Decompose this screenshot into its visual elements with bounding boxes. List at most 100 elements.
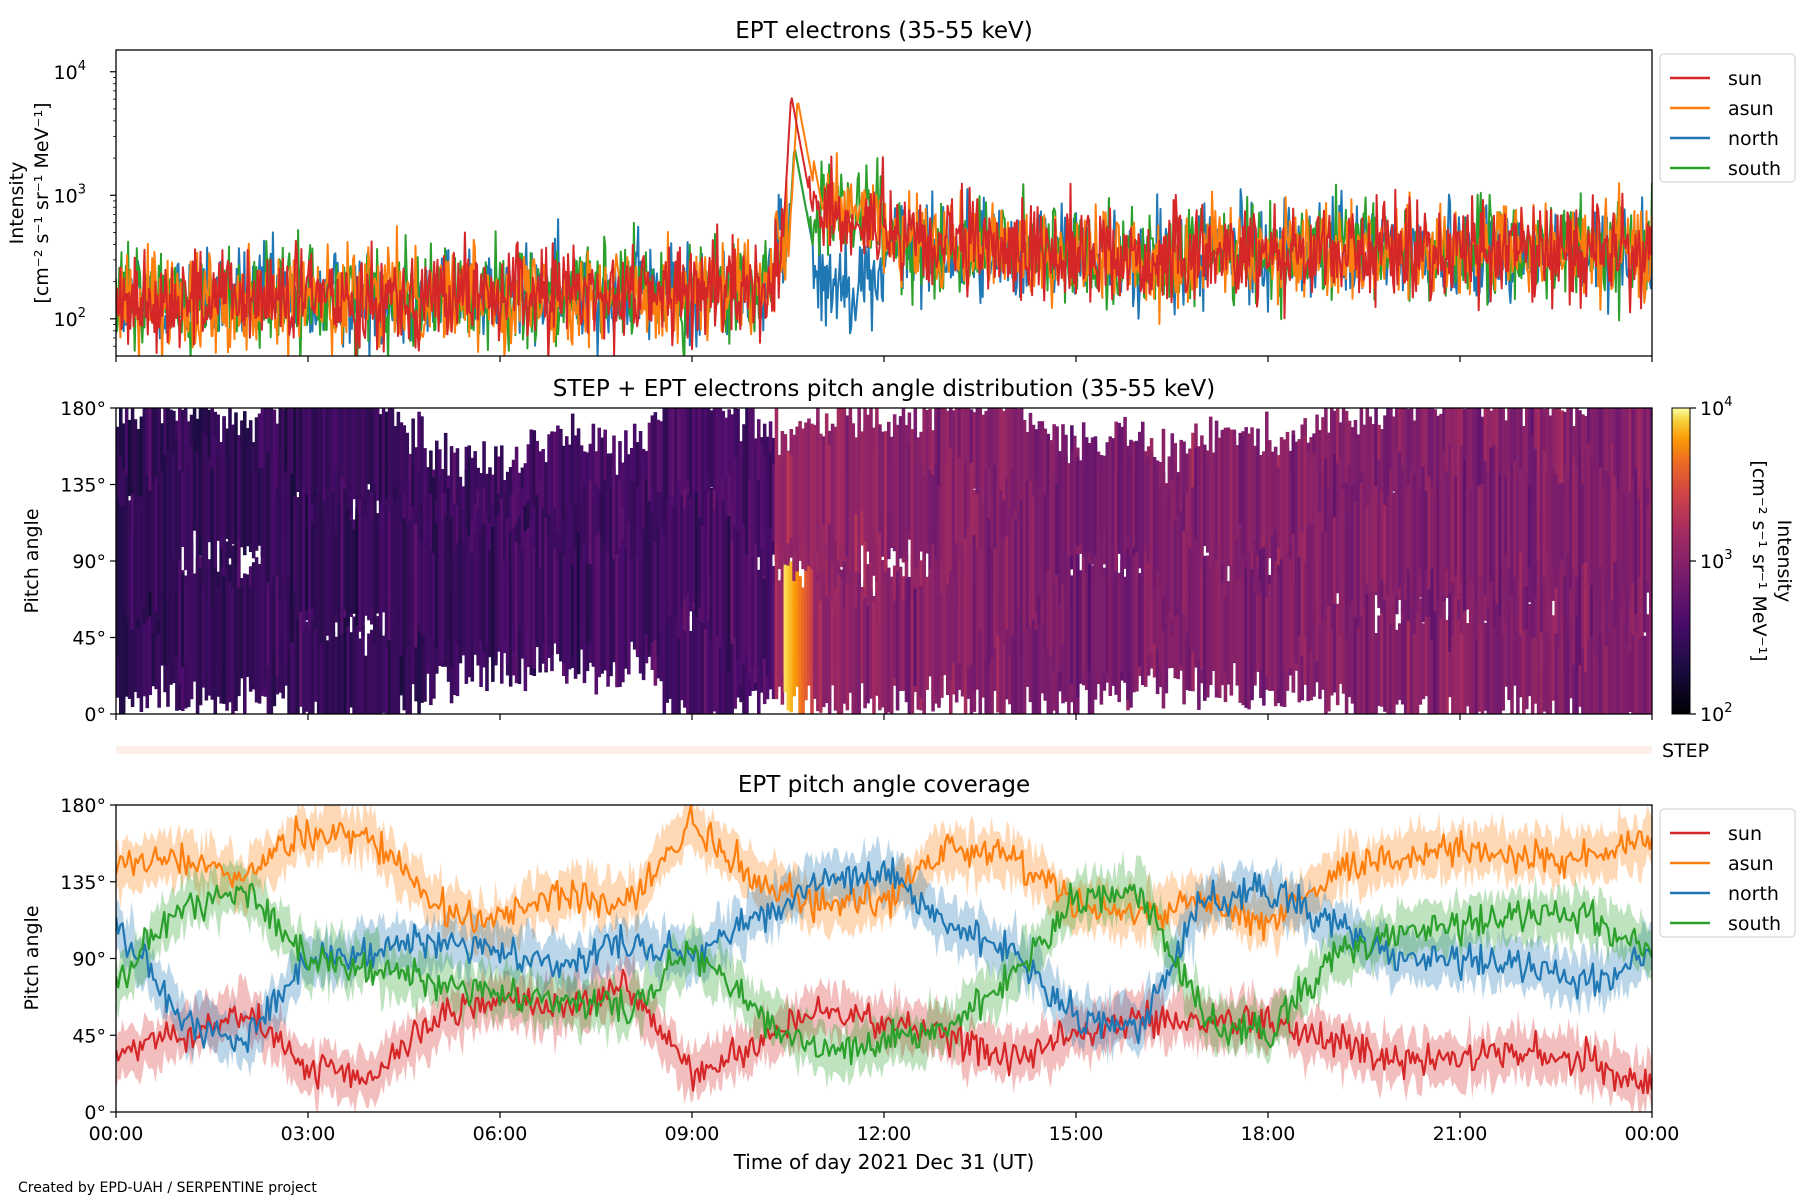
pad-cell: [1460, 445, 1464, 583]
pad-cell: [609, 565, 613, 677]
pad-cell: [535, 565, 539, 645]
pad-cell: [1037, 489, 1042, 595]
pad-cell: [612, 468, 616, 611]
pad-cell: [990, 408, 994, 563]
pad-cell: [966, 527, 971, 668]
pad-cell: [1634, 408, 1638, 530]
pad-cell: [186, 467, 191, 563]
pad-cell: [497, 514, 501, 652]
legend-item-north: north: [1670, 883, 1779, 905]
pad-cell: [1070, 575, 1074, 685]
pad-cell: [966, 408, 971, 514]
pad-cell: [281, 475, 285, 580]
pad-cell: [358, 499, 362, 632]
pad-cell: [322, 408, 327, 507]
intensity-legend[interactable]: sun asun north south: [1659, 53, 1796, 183]
pad-cell: [142, 585, 147, 697]
pad-cell: [1291, 534, 1296, 693]
pad-cell: [1324, 565, 1328, 714]
pad-cell: [290, 473, 294, 613]
pad-cell: [1282, 439, 1287, 576]
colorbar-tick-label: 104: [1700, 395, 1732, 420]
pad-cell: [1601, 608, 1606, 714]
pad-cell: [1084, 576, 1089, 690]
pad-cell: [1338, 589, 1343, 684]
pad-cell: [1031, 591, 1036, 714]
pad-cell: [674, 586, 678, 714]
pad-cell: [774, 545, 779, 700]
pad-cell: [1386, 408, 1390, 556]
pad-cell: [804, 438, 808, 525]
pad-cell: [662, 573, 667, 714]
pad-cell: [881, 560, 885, 708]
pad-cell: [884, 577, 888, 714]
pad-cell: [1590, 601, 1594, 714]
intensity-y-tick-exponent: 3: [78, 182, 86, 197]
pad-cell: [1022, 420, 1027, 518]
pad-cell: [1321, 471, 1325, 585]
pad-cell: [1164, 501, 1169, 585]
pad-cell: [1353, 501, 1358, 618]
pad-cell: [697, 408, 702, 560]
pad-cell: [615, 554, 619, 688]
pad-cell: [1634, 469, 1638, 615]
pad-cell: [754, 544, 758, 684]
pad-cell: [1400, 469, 1405, 614]
legend-label-sun: sun: [1728, 68, 1762, 90]
pad-cell: [907, 576, 912, 714]
pad-cell: [319, 629, 324, 714]
pad-cell: [916, 437, 921, 567]
pad-cell: [364, 408, 368, 526]
pad-cell: [1498, 519, 1502, 616]
pad-cell: [1507, 468, 1511, 570]
pad-cell: [1096, 451, 1101, 558]
pad-cell: [1043, 613, 1048, 701]
pad-cell: [668, 408, 672, 528]
pad-cell: [1504, 420, 1508, 500]
pad-cell: [603, 543, 607, 671]
pad-cell: [1365, 505, 1370, 584]
pad-cell: [508, 531, 513, 687]
pad-cell: [1415, 457, 1420, 612]
pad-cell: [916, 588, 921, 676]
pad-cell: [1188, 547, 1192, 649]
pad-cell: [1200, 435, 1204, 574]
pad-cell: [331, 492, 336, 637]
pad-cell: [1096, 558, 1101, 685]
pad-cell: [739, 527, 743, 687]
coverage-legend[interactable]: sun asun north south: [1659, 808, 1796, 938]
pad-cell: [1055, 523, 1059, 675]
pad-cell: [467, 457, 472, 616]
legend-box: [1659, 53, 1796, 183]
pad-cell: [296, 603, 300, 714]
pad-cell: [1067, 465, 1071, 541]
pad-cell: [1176, 515, 1180, 607]
pad-cell: [783, 564, 788, 676]
pad-cell: [762, 455, 767, 577]
pad-cell: [1527, 408, 1532, 563]
pad-cell: [1194, 537, 1198, 668]
pad-cell: [340, 476, 345, 635]
pad-cell: [1542, 450, 1547, 578]
pad-cell: [1480, 484, 1485, 576]
pad-cell: [724, 417, 729, 521]
pad-cell: [420, 416, 424, 562]
pad-cell: [1625, 408, 1629, 518]
pad-y-ticks: 0° 45° 90° 135° 180°: [60, 398, 116, 726]
pad-cell: [1126, 452, 1130, 538]
pad-cell: [296, 497, 300, 619]
intensity-y-ticks: 102 103 104: [54, 59, 116, 347]
pad-cell: [934, 464, 938, 561]
pad-cell: [1581, 414, 1585, 504]
pad-cell: [1019, 499, 1024, 656]
pad-cell: [337, 605, 342, 714]
pad-cell: [792, 435, 796, 582]
pad-cell: [246, 448, 250, 544]
pad-cell: [1457, 408, 1461, 496]
pad-cell: [381, 635, 386, 713]
pad-cell: [417, 568, 421, 714]
pad-cell: [751, 475, 755, 555]
pad-cell: [299, 608, 303, 707]
pad-cell: [1513, 598, 1517, 686]
pad-cell: [1643, 408, 1647, 497]
